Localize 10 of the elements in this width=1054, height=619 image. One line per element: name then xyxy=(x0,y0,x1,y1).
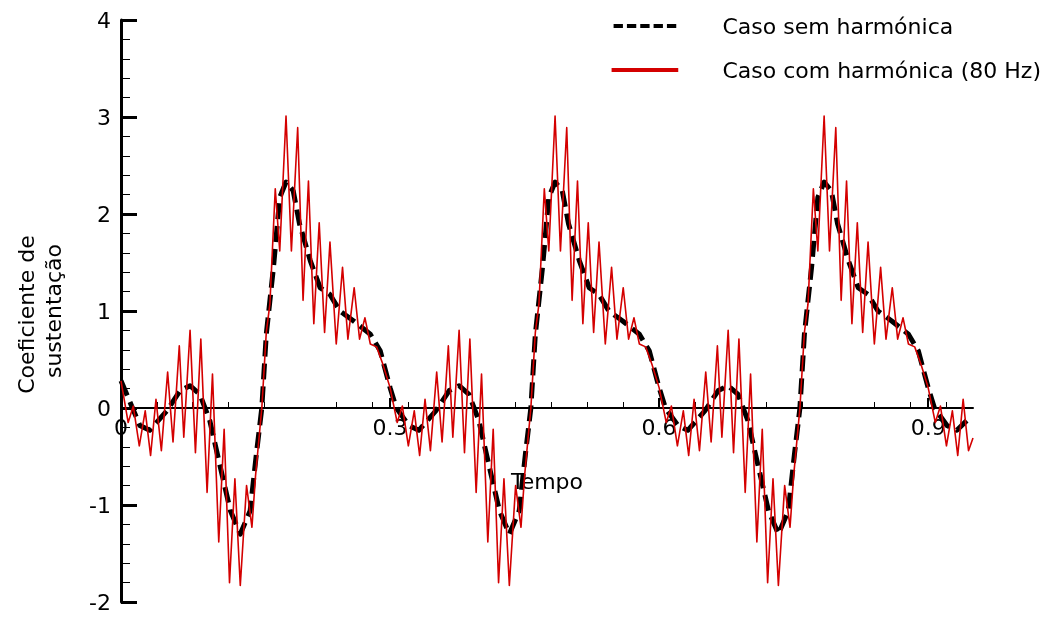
legend-label: Caso com harmónica (80 Hz) xyxy=(722,57,1042,83)
y-tick-label: 4 xyxy=(97,7,111,33)
y-tick-label: 2 xyxy=(97,201,111,227)
legend-label: Caso sem harmónica xyxy=(722,13,954,39)
y-tick-label: -2 xyxy=(89,589,111,615)
y-axis-title: Coeficiente de sustentação xyxy=(14,228,66,394)
y-tick-label: 0 xyxy=(97,395,111,421)
y-tick-label: 3 xyxy=(97,104,111,130)
y-tick-label: -1 xyxy=(89,492,111,518)
y-tick-label: 1 xyxy=(97,298,111,324)
